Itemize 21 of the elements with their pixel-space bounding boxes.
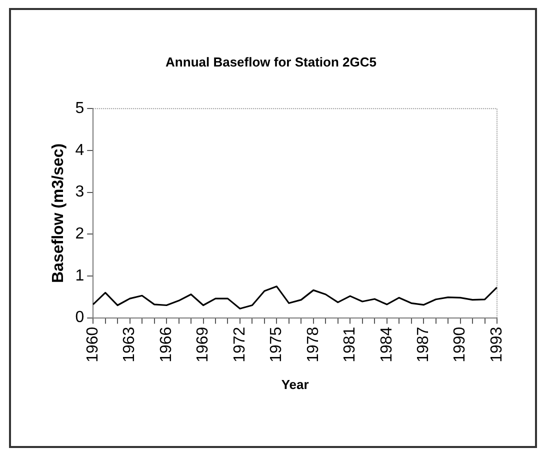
- y-tick-label: 2: [75, 226, 84, 243]
- x-tick-label: 1963: [121, 326, 138, 362]
- x-tick-label: 1990: [452, 326, 469, 362]
- x-tick-label: 1987: [414, 326, 432, 362]
- x-tick-label: 1981: [342, 326, 359, 362]
- x-tick-label: 1993: [488, 326, 506, 362]
- y-tick-label: 4: [75, 142, 84, 159]
- x-tick-label: 1975: [268, 326, 286, 362]
- y-axis-title: Baseflow (m3/sec): [50, 143, 68, 284]
- x-tick-label: 1984: [378, 326, 396, 362]
- y-tick-label: 5: [75, 100, 84, 118]
- chart-title: Annual Baseflow for Station 2GC5: [166, 54, 376, 70]
- y-tick-label: 1: [75, 267, 84, 284]
- x-tick-label: 1972: [231, 326, 248, 362]
- x-tick-label: 1960: [84, 326, 102, 362]
- y-tick-label: 0: [75, 309, 84, 326]
- x-tick-label: 1966: [158, 326, 175, 362]
- y-tick-label: 3: [75, 184, 84, 201]
- x-tick-label: 1978: [304, 326, 322, 362]
- x-tick-label: 1969: [194, 326, 212, 362]
- x-axis-title: Year: [281, 376, 309, 392]
